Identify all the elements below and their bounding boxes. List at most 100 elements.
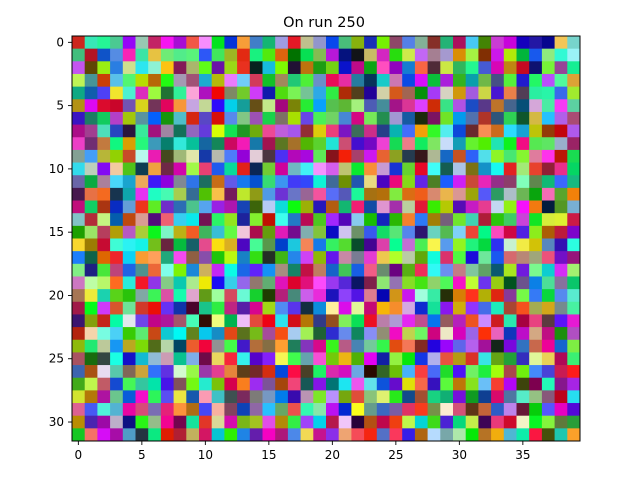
heatmap-cell xyxy=(237,187,251,201)
heatmap-cell xyxy=(326,175,340,189)
heatmap-cell xyxy=(287,61,301,75)
heatmap-cell xyxy=(84,124,98,138)
heatmap-cell xyxy=(224,187,238,201)
heatmap-cell xyxy=(402,111,416,125)
heatmap-cell xyxy=(249,61,263,75)
heatmap-cell xyxy=(338,225,352,239)
heatmap-cell xyxy=(275,175,289,189)
heatmap-cell xyxy=(503,301,517,315)
heatmap-cell xyxy=(275,162,289,176)
heatmap-cell xyxy=(402,36,416,50)
heatmap-cell xyxy=(211,276,225,290)
heatmap-cell xyxy=(160,377,174,391)
heatmap-cell xyxy=(389,251,403,265)
heatmap-cell xyxy=(262,162,276,176)
heatmap-cell xyxy=(389,276,403,290)
heatmap-cell xyxy=(567,137,581,151)
heatmap-cell xyxy=(160,162,174,176)
heatmap-cell xyxy=(160,390,174,404)
heatmap-cell xyxy=(262,124,276,138)
heatmap-cell xyxy=(224,137,238,151)
heatmap-cell xyxy=(554,390,568,404)
heatmap-cell xyxy=(148,263,162,277)
heatmap-cell xyxy=(72,403,86,417)
heatmap-cell xyxy=(160,327,174,341)
heatmap-cell xyxy=(326,289,340,303)
heatmap-cell xyxy=(491,339,505,353)
heatmap-cell xyxy=(402,162,416,176)
heatmap-cell xyxy=(199,162,213,176)
heatmap-cell xyxy=(326,187,340,201)
heatmap-cell xyxy=(72,111,86,125)
heatmap-cell xyxy=(122,289,136,303)
heatmap-cell xyxy=(237,149,251,163)
heatmap-cell xyxy=(427,187,441,201)
heatmap-cell xyxy=(211,263,225,277)
heatmap-cell xyxy=(224,225,238,239)
heatmap-cell xyxy=(186,390,200,404)
heatmap-cell xyxy=(173,124,187,138)
x-tick-label: 0 xyxy=(75,448,83,462)
heatmap-cell xyxy=(84,352,98,366)
heatmap-cell xyxy=(554,403,568,417)
heatmap-cell xyxy=(516,86,530,100)
heatmap-cell xyxy=(287,213,301,227)
heatmap-cell xyxy=(326,73,340,88)
heatmap-cell xyxy=(148,99,162,113)
heatmap-cell xyxy=(453,263,467,277)
heatmap-cell xyxy=(72,149,86,163)
heatmap-cell xyxy=(389,61,403,75)
heatmap-cell xyxy=(262,86,276,100)
heatmap-cell xyxy=(224,415,238,429)
heatmap-cell xyxy=(186,415,200,429)
heatmap-cell xyxy=(262,327,276,341)
heatmap-cell xyxy=(224,200,238,214)
heatmap-cell xyxy=(478,124,492,138)
heatmap-cell xyxy=(338,390,352,404)
heatmap-cell xyxy=(211,365,225,379)
heatmap-cell xyxy=(567,251,581,265)
heatmap-cell xyxy=(262,213,276,227)
heatmap-cell xyxy=(364,86,378,100)
heatmap-cell xyxy=(529,73,543,88)
heatmap-cell xyxy=(72,314,86,328)
heatmap-cell xyxy=(440,99,454,113)
heatmap-cell xyxy=(351,61,365,75)
heatmap-cell xyxy=(516,263,530,277)
heatmap-cell xyxy=(491,86,505,100)
heatmap-cell xyxy=(97,301,111,315)
heatmap-cell xyxy=(135,403,149,417)
heatmap-cell xyxy=(110,365,124,379)
heatmap-cell xyxy=(402,61,416,75)
heatmap-cell xyxy=(275,99,289,113)
heatmap-cell xyxy=(287,200,301,214)
heatmap-cell xyxy=(148,251,162,265)
heatmap-cell xyxy=(376,73,390,88)
heatmap-cell xyxy=(376,377,390,391)
heatmap-cell xyxy=(503,314,517,328)
heatmap-cell xyxy=(72,162,86,176)
heatmap-cell xyxy=(529,137,543,151)
heatmap-cell xyxy=(351,251,365,265)
heatmap-cell xyxy=(364,48,378,62)
heatmap-cell xyxy=(402,390,416,404)
heatmap-cell xyxy=(465,36,479,50)
heatmap-cell xyxy=(148,111,162,125)
heatmap-cell xyxy=(338,301,352,315)
heatmap-cell xyxy=(275,111,289,125)
heatmap-cell xyxy=(478,175,492,189)
heatmap-cell xyxy=(287,314,301,328)
heatmap-cell xyxy=(491,377,505,391)
heatmap-cell xyxy=(541,339,555,353)
heatmap-cell xyxy=(414,263,428,277)
y-tick-label: 30 xyxy=(49,415,64,429)
heatmap-cell xyxy=(427,48,441,62)
heatmap-cell xyxy=(376,36,390,50)
heatmap-cell xyxy=(148,149,162,163)
heatmap-cell xyxy=(541,149,555,163)
heatmap-cell xyxy=(567,352,581,366)
heatmap-cell xyxy=(478,251,492,265)
heatmap-cell xyxy=(364,213,378,227)
heatmap-cell xyxy=(160,48,174,62)
heatmap-cell xyxy=(351,415,365,429)
